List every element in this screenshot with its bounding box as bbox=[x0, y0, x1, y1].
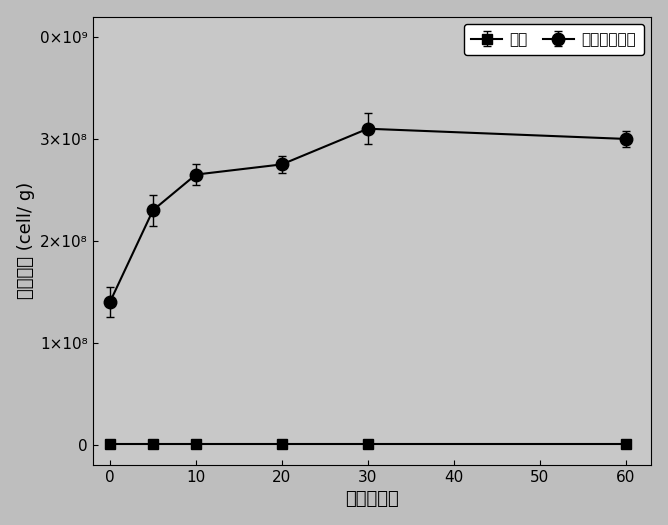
X-axis label: 时间（天）: 时间（天） bbox=[345, 490, 399, 508]
Legend: 对照, 添加外源细菌: 对照, 添加外源细菌 bbox=[464, 24, 644, 55]
Y-axis label: 菌体浓度 (cell/ g): 菌体浓度 (cell/ g) bbox=[17, 182, 35, 299]
